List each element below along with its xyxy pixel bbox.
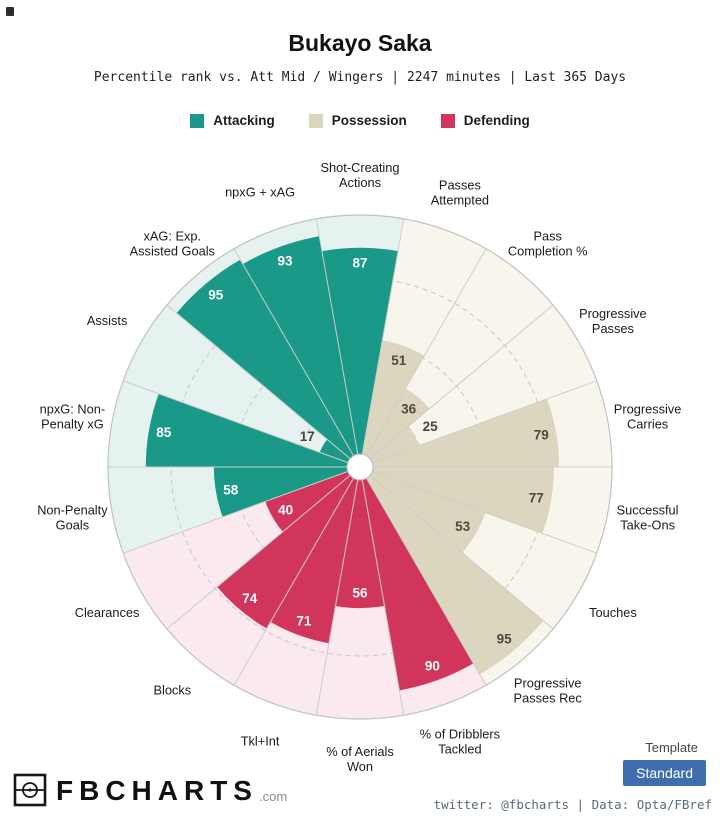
pizza-chart: Shot-Creating Actions Passes Attempted Pass C… [37,160,682,774]
corner-mark [6,7,14,16]
param-label: Shot-Creating Actions [321,160,400,190]
template-label: Template [645,740,698,755]
slice-value-wedge [270,467,360,644]
brand-suffix: .com [259,789,288,804]
value-label: 56 [352,586,368,601]
legend-item-possession: Possession [308,113,407,128]
slice-divider [359,248,487,468]
value-label: 77 [529,491,544,506]
slice-divider [123,380,361,468]
slice-divider [166,304,361,468]
param-label: Passes Attempted [431,178,489,208]
legend: Attacking Possession Defending [0,113,720,128]
param-label: % of Aerials Won [326,744,394,774]
slice-divider [233,248,361,468]
value-label: 58 [223,482,239,497]
slice-background [123,305,360,467]
slice-value-wedge [360,467,486,553]
legend-item-defending: Defending [440,113,530,128]
defending-swatch-icon [440,113,455,128]
param-label: % of Dribblers Tackled [420,726,500,756]
slice-divider [123,466,361,554]
slice-divider [359,466,405,716]
param-label: Pass Completion % [508,228,588,258]
value-label: 25 [423,419,439,434]
param-label: Progressive Carries [614,401,682,431]
slice-value-wedge [335,467,385,609]
fbcharts-logo: FBCHARTS .com [12,772,287,808]
slice-value-wedge [213,467,360,517]
slice-divider [233,466,361,686]
value-label: 17 [300,429,315,444]
value-label: 90 [425,659,440,674]
param-label: Successful Take-Ons [617,503,679,533]
slice-value-wedge [242,236,360,467]
param-label: Progressive Passes [579,306,647,336]
brand-text: FBCHARTS [56,775,258,806]
page-title: Bukayo Saka [288,30,432,56]
template-standard-button[interactable]: Standard [623,760,706,786]
param-label: Clearances [75,605,140,620]
value-label: 85 [156,425,172,440]
param-label: Tkl+Int [241,733,280,748]
slice-value-wedge [360,467,544,675]
credit-text: twitter: @fbcharts | Data: Opta/FBref [433,797,712,812]
slice-divider [359,380,597,468]
slice-divider [315,218,361,468]
slice-value-wedge [360,467,555,534]
legend-item-attacking: Attacking [190,113,275,128]
slice-value-wedge [360,388,430,467]
value-label: 36 [401,402,417,417]
slice-divider [359,304,554,468]
param-label: Progressive Passes Rec [514,676,583,706]
slice-divider [359,466,597,554]
slice-value-wedge [145,393,360,467]
legend-label: Defending [463,113,530,128]
legend-label: Attacking [213,113,275,128]
slice-divider [359,466,554,630]
slice-background [360,305,597,467]
slice-divider [359,466,487,686]
slice-divider [166,466,361,630]
value-label: 51 [391,353,407,368]
param-label: npxG + xAG [225,185,295,200]
value-label: 79 [534,428,549,443]
param-label: xAG: Exp. Assisted Goals [130,228,215,258]
value-label: 53 [455,519,471,534]
param-label: npxG: Non-Penalty xG [40,401,105,431]
slice-divider [359,218,405,468]
legend-label: Possession [331,113,407,128]
param-label: Assists [87,313,128,328]
value-label: 87 [352,255,367,270]
slice-divider [315,466,361,716]
value-label: 93 [277,253,293,268]
value-label: 74 [242,591,258,606]
slice-value-wedge [217,467,360,629]
param-label: Touches [589,605,637,620]
value-label: 95 [497,631,513,646]
slice-value-wedge [176,259,360,467]
outer-circle [107,214,613,720]
attacking-swatch-icon [190,113,205,128]
slice-value-wedge [360,340,425,467]
pitch-icon [13,773,47,807]
center-circle [346,453,374,481]
possession-swatch-icon [308,113,323,128]
value-label: 40 [278,502,293,517]
slice-value-wedge [360,426,420,467]
param-label: Non-Penalty Goals [37,503,108,533]
slice-value-wedge [265,467,360,532]
value-label: 95 [208,288,224,303]
slice-value-wedge [321,247,399,467]
slice-value-wedge [360,398,560,467]
value-label: 71 [296,614,312,629]
param-label: Blocks [153,683,191,698]
page-subtitle: Percentile rank vs. Att Mid / Wingers | … [93,70,627,85]
slice-value-wedge [360,467,474,691]
